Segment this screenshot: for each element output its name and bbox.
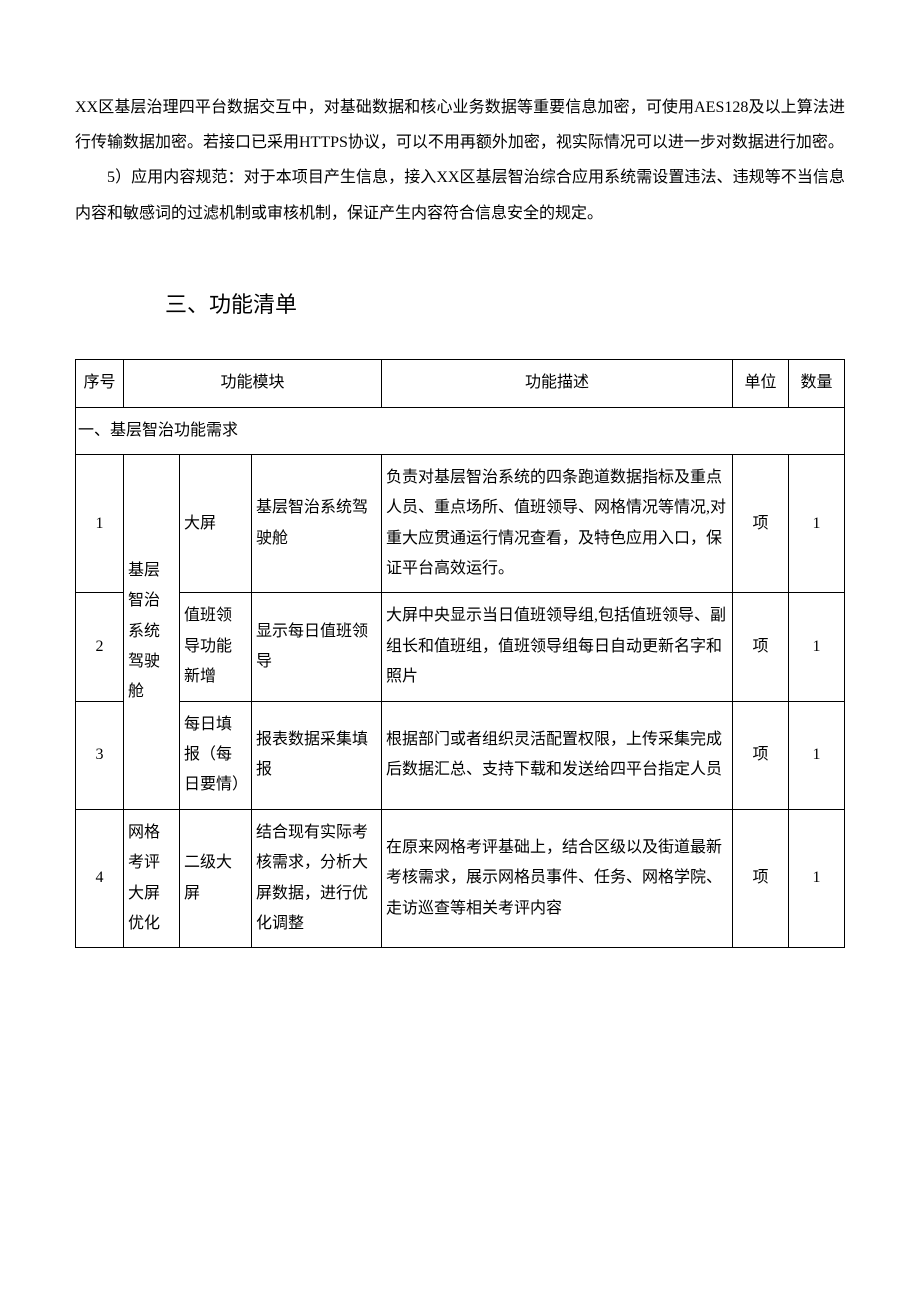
header-seq: 序号 <box>76 360 124 407</box>
feature-table: 序号 功能模块 功能描述 单位 数量 一、基层智治功能需求 1 基层智治系统驾驶… <box>75 359 845 948</box>
cell-mod1: 基层智治系统驾驶舱 <box>124 454 180 809</box>
cell-qty: 1 <box>789 809 845 948</box>
cell-mod2: 二级大屏 <box>180 809 252 948</box>
cell-qty: 1 <box>789 593 845 701</box>
cell-mod3: 结合现有实际考核需求，分析大屏数据，进行优化调整 <box>252 809 382 948</box>
cell-mod2: 大屏 <box>180 454 252 593</box>
cell-desc: 根据部门或者组织灵活配置权限，上传采集完成后数据汇总、支持下载和发送给四平台指定… <box>382 701 733 809</box>
cell-unit: 项 <box>733 809 789 948</box>
cell-seq: 2 <box>76 593 124 701</box>
body-paragraph-2: 5）应用内容规范：对于本项目产生信息，接入XX区基层智治综合应用系统需设置违法、… <box>75 160 845 230</box>
cell-mod2: 值班领导功能新增 <box>180 593 252 701</box>
header-unit: 单位 <box>733 360 789 407</box>
cell-mod2: 每日填报（每日要情） <box>180 701 252 809</box>
cell-mod1: 网格考评大屏优化 <box>124 809 180 948</box>
section-empty-unit <box>733 407 789 454</box>
section-heading: 三、功能清单 <box>165 281 845 329</box>
cell-qty: 1 <box>789 701 845 809</box>
cell-mod3: 基层智治系统驾驶舱 <box>252 454 382 593</box>
cell-desc: 负责对基层智治系统的四条跑道数据指标及重点人员、重点场所、值班领导、网格情况等情… <box>382 454 733 593</box>
table-row: 2 值班领导功能新增 显示每日值班领导 大屏中央显示当日值班领导组,包括值班领导… <box>76 593 845 701</box>
body-paragraph-1: XX区基层治理四平台数据交互中，对基础数据和核心业务数据等重要信息加密，可使用A… <box>75 90 845 160</box>
cell-mod3: 报表数据采集填报 <box>252 701 382 809</box>
cell-seq: 3 <box>76 701 124 809</box>
cell-mod3: 显示每日值班领导 <box>252 593 382 701</box>
header-qty: 数量 <box>789 360 845 407</box>
table-row: 3 每日填报（每日要情） 报表数据采集填报 根据部门或者组织灵活配置权限，上传采… <box>76 701 845 809</box>
cell-seq: 1 <box>76 454 124 593</box>
cell-desc: 大屏中央显示当日值班领导组,包括值班领导、副组长和值班组，值班领导组每日自动更新… <box>382 593 733 701</box>
cell-unit: 项 <box>733 454 789 593</box>
header-desc: 功能描述 <box>382 360 733 407</box>
table-row: 4 网格考评大屏优化 二级大屏 结合现有实际考核需求，分析大屏数据，进行优化调整… <box>76 809 845 948</box>
cell-desc: 在原来网格考评基础上，结合区级以及街道最新考核需求，展示网格员事件、任务、网格学… <box>382 809 733 948</box>
table-row: 1 基层智治系统驾驶舱 大屏 基层智治系统驾驶舱 负责对基层智治系统的四条跑道数… <box>76 454 845 593</box>
cell-unit: 项 <box>733 701 789 809</box>
table-header-row: 序号 功能模块 功能描述 单位 数量 <box>76 360 845 407</box>
table-section-row: 一、基层智治功能需求 <box>76 407 845 454</box>
section-empty-qty <box>789 407 845 454</box>
cell-unit: 项 <box>733 593 789 701</box>
header-module: 功能模块 <box>124 360 382 407</box>
cell-seq: 4 <box>76 809 124 948</box>
cell-qty: 1 <box>789 454 845 593</box>
section-title: 一、基层智治功能需求 <box>76 407 733 454</box>
